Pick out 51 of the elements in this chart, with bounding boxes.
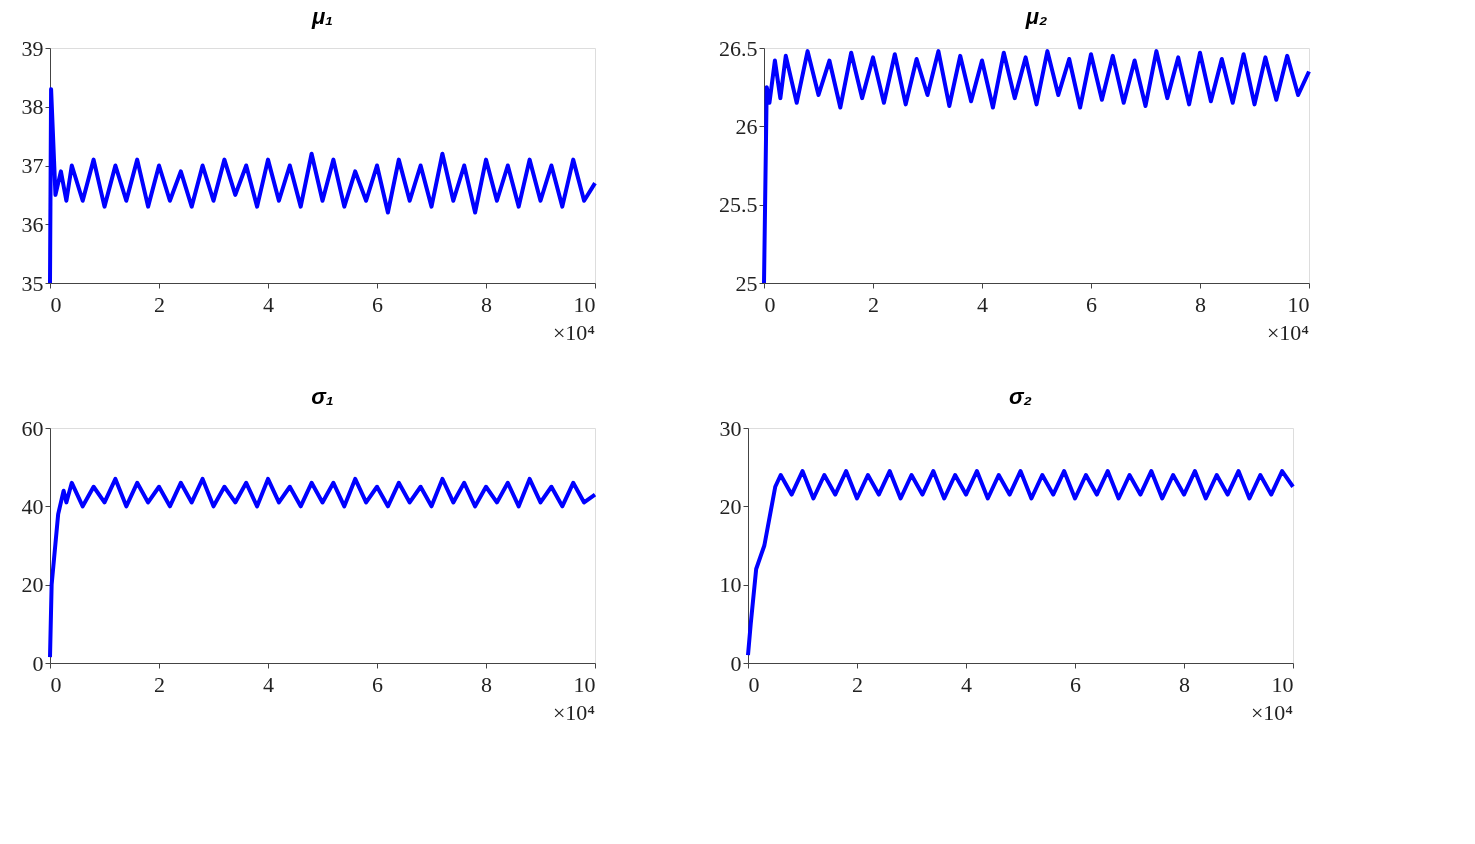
text: ×10⁴ — [552, 700, 596, 725]
text: ×10⁴ — [1250, 700, 1294, 725]
chart-title: σ₁ — [311, 384, 334, 409]
y-tick-label: 20 — [719, 493, 742, 519]
x-tick-label: 4 — [977, 291, 988, 317]
line-series — [762, 49, 1311, 285]
line-series — [48, 476, 597, 660]
x-tick-label: 6 — [1070, 671, 1081, 697]
line-series — [746, 469, 1295, 658]
y-tick-label: 39 — [21, 35, 44, 61]
y-tick-label: 0 — [730, 650, 742, 676]
y-tick-label: 10 — [719, 572, 742, 598]
y-tick-label: 60 — [21, 415, 44, 441]
x-tick-label: 10 — [573, 671, 596, 697]
y-tick-label: 35 — [21, 270, 44, 296]
y-tick-label: 25.5 — [719, 192, 758, 218]
x-tick-label: 4 — [961, 671, 972, 697]
x-tick-label: 2 — [154, 671, 165, 697]
x-tick-label: 0 — [764, 291, 776, 317]
text: ×10⁴ — [1266, 320, 1310, 345]
x-tick-label: 2 — [852, 671, 863, 697]
x-tick-label: 6 — [1086, 291, 1097, 317]
x-tick-label: 10 — [1287, 291, 1310, 317]
x-tick-label: 10 — [1271, 671, 1294, 697]
y-tick-label: 36 — [21, 211, 44, 237]
x-tick-label: 0 — [50, 291, 62, 317]
chart-title: μ₂ — [1024, 4, 1048, 29]
x-tick-label: 6 — [372, 671, 383, 697]
y-tick-label: 26 — [735, 113, 758, 139]
y-tick-label: 26.5 — [719, 35, 758, 61]
x-tick-label: 2 — [868, 291, 879, 317]
y-tick-label: 25 — [735, 270, 758, 296]
x-tick-label: 8 — [1179, 671, 1190, 697]
x-tick-label: 4 — [263, 291, 274, 317]
y-tick-label: 37 — [21, 153, 44, 178]
y-tick-label: 38 — [21, 94, 44, 120]
x-tick-label: 8 — [1195, 291, 1206, 317]
chart-title: μ₁ — [310, 4, 334, 29]
x-tick-label: 6 — [372, 291, 383, 317]
x-tick-label: 8 — [481, 291, 492, 317]
x-tick-label: 0 — [50, 671, 62, 697]
y-tick-label: 0 — [32, 650, 44, 676]
y-tick-label: 40 — [21, 493, 44, 519]
y-tick-label: 30 — [719, 415, 742, 441]
x-tick-label: 8 — [481, 671, 492, 697]
x-tick-label: 4 — [263, 671, 274, 697]
y-tick-label: 20 — [21, 572, 44, 598]
chart-title: σ₂ — [1009, 384, 1032, 409]
text: ×10⁴ — [552, 320, 596, 345]
x-tick-label: 10 — [573, 291, 596, 317]
x-tick-label: 2 — [154, 291, 165, 317]
